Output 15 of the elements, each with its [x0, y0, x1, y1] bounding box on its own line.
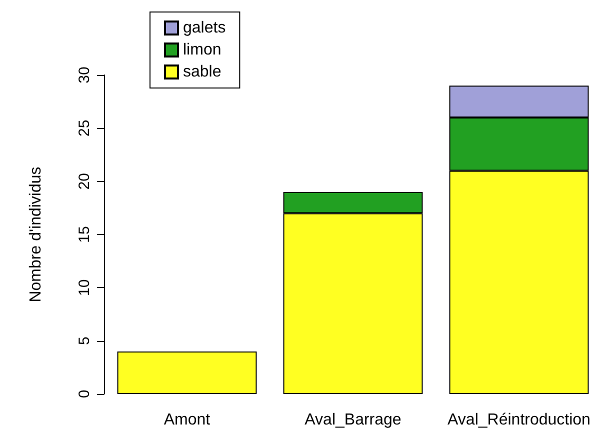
legend-label: limon — [183, 42, 222, 58]
y-tick-label: 0 — [76, 390, 93, 398]
y-tick-label: 25 — [76, 120, 93, 137]
y-tick-label: 20 — [76, 172, 93, 190]
y-axis-title: Nombre d'individus — [28, 166, 44, 302]
x-tick-label: Aval_Réintroduction — [448, 412, 590, 428]
y-tick-label: 5 — [76, 336, 93, 346]
y-tick-label: 30 — [76, 66, 93, 84]
x-tick-label: Aval_Barrage — [304, 412, 402, 428]
x-tick-label: Amont — [164, 412, 211, 428]
y-tick-label: 10 — [76, 279, 93, 296]
bar — [117, 351, 257, 394]
y-tick-label: 15 — [76, 226, 93, 243]
legend-label: galets — [183, 20, 226, 36]
legend-label: sable — [183, 64, 222, 80]
